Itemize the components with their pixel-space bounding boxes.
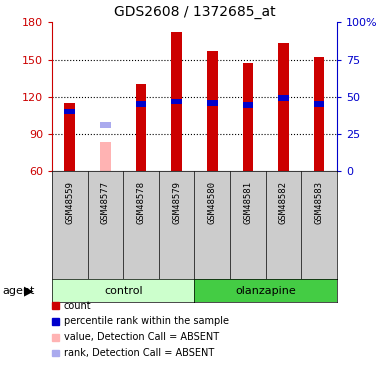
Text: olanzapine: olanzapine	[235, 286, 296, 296]
Bar	[64, 103, 75, 171]
Bar	[171, 32, 182, 171]
Bar	[243, 63, 253, 171]
Bar	[100, 142, 111, 171]
Bar	[100, 122, 111, 128]
Bar	[136, 84, 146, 171]
Text: count: count	[64, 301, 91, 310]
Bar	[207, 51, 218, 171]
Bar	[243, 102, 253, 108]
Text: agent: agent	[2, 286, 34, 296]
Bar	[136, 101, 146, 107]
Text: GSM48583: GSM48583	[315, 182, 323, 225]
Text: GSM48577: GSM48577	[101, 182, 110, 225]
Text: ▶: ▶	[24, 284, 34, 297]
Bar	[314, 101, 325, 107]
Text: GSM48580: GSM48580	[208, 182, 217, 225]
Bar	[64, 109, 75, 114]
Text: value, Detection Call = ABSENT: value, Detection Call = ABSENT	[64, 332, 219, 342]
Text: GSM48578: GSM48578	[137, 182, 146, 225]
Text: percentile rank within the sample: percentile rank within the sample	[64, 316, 229, 326]
Text: control: control	[104, 286, 142, 296]
Text: GSM48582: GSM48582	[279, 182, 288, 225]
Text: GSM48581: GSM48581	[243, 182, 252, 225]
Bar	[278, 95, 289, 100]
Bar	[278, 44, 289, 171]
Bar	[314, 57, 325, 171]
Text: GSM48559: GSM48559	[65, 182, 74, 225]
Text: GSM48579: GSM48579	[172, 182, 181, 225]
Bar	[207, 100, 218, 105]
Text: rank, Detection Call = ABSENT: rank, Detection Call = ABSENT	[64, 348, 214, 358]
Bar	[171, 99, 182, 104]
Title: GDS2608 / 1372685_at: GDS2608 / 1372685_at	[114, 5, 275, 19]
